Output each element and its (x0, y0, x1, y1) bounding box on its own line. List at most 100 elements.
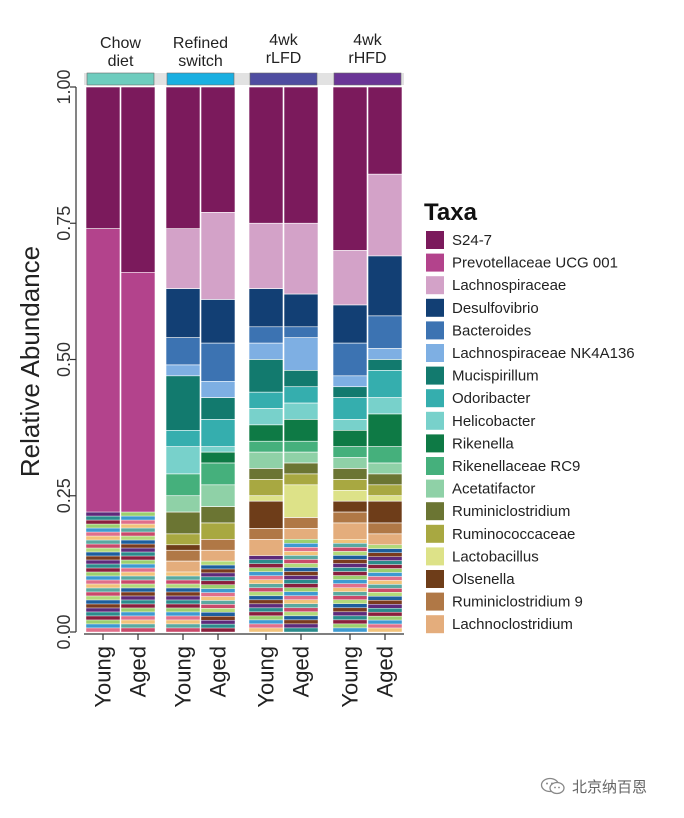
x-tick-label: Aged (373, 646, 398, 697)
legend-swatch (426, 502, 444, 521)
y-axis-title: Relative Abundance (15, 246, 45, 477)
x-tick-label: Young (171, 646, 196, 708)
segment-desulfovibrio (200, 299, 236, 344)
legend-item: Rikenellaceae RC9 (426, 457, 580, 475)
minor-taxon-segment (283, 543, 319, 548)
minor-taxon-segment (332, 583, 368, 588)
wechat-icon (540, 777, 565, 795)
segment-s24-7 (332, 86, 368, 251)
minor-taxon-segment (165, 611, 201, 617)
minor-taxon-segment (283, 579, 319, 584)
legend-item: Ruminococcaceae (426, 524, 575, 543)
legend-label: Prevotellaceae UCG 001 (452, 255, 618, 272)
segment-mucispirillum (283, 370, 319, 388)
minor-taxon-segment (283, 571, 319, 576)
y-tick-label: 0.50 (54, 342, 74, 377)
minor-taxon-segment (120, 511, 156, 517)
segment-rikenella (332, 430, 368, 448)
minor-taxon-segment (85, 559, 121, 565)
minor-taxon-segment (85, 607, 121, 613)
group-color-bar (166, 72, 235, 86)
minor-taxon-segment (367, 572, 403, 577)
legend-label: Lactobacillus (452, 548, 539, 565)
segment-desulfovibrio (248, 288, 284, 328)
segment-acetatifactor (367, 462, 403, 475)
segment-ruminococcaceae (165, 533, 201, 546)
minor-taxon-segment (367, 576, 403, 581)
minor-taxon-segment (165, 587, 201, 593)
segment-bacteroides (248, 326, 284, 344)
segment-rikenellaceae-rc9 (283, 440, 319, 453)
legend-label: Acetatifactor (452, 481, 535, 498)
segment-lachnospiraceae-nk4a136 (332, 375, 368, 388)
minor-taxa-stack (332, 539, 368, 633)
minor-taxon-segment (200, 576, 236, 582)
bar-aged-group-4 (367, 86, 403, 633)
minor-taxon-segment (367, 544, 403, 549)
segment-odoribacter (165, 430, 201, 448)
segment-helicobacter (283, 402, 319, 420)
legend-label: Helicobacter (452, 413, 535, 430)
segment-odoribacter (283, 386, 319, 404)
legend: Taxa S24-7 Prevotellaceae UCG 001 Lachnospi… (424, 199, 635, 634)
minor-taxon-segment (85, 611, 121, 617)
minor-taxon-segment (200, 604, 236, 609)
legend-item: Rikenella (426, 434, 514, 453)
minor-taxon-segment (120, 571, 156, 577)
legend-item: Ruminiclostridium (426, 502, 570, 521)
segment-helicobacter (248, 408, 284, 426)
minor-taxon-segment (367, 627, 403, 633)
minor-taxon-segment (85, 555, 121, 561)
segment-ruminococcaceae (248, 479, 284, 497)
minor-taxon-segment (283, 567, 319, 572)
minor-taxon-segment (200, 568, 236, 574)
segment-rikenella (200, 451, 236, 464)
minor-taxon-segment (283, 611, 319, 617)
minor-taxon-segment (120, 559, 156, 565)
legend-swatch (426, 592, 444, 611)
y-tick-label: 0.25 (54, 478, 74, 513)
minor-taxon-segment (367, 600, 403, 605)
minor-taxon-segment (332, 615, 368, 621)
minor-taxon-segment (283, 607, 319, 613)
minor-taxon-segment (165, 575, 201, 581)
x-tick-label: Aged (126, 646, 151, 697)
x-tick-label: Young (338, 646, 363, 708)
segment-ruminiclostridium-9 (332, 511, 368, 524)
segment-acetatifactor (200, 484, 236, 507)
minor-taxon-segment (367, 584, 403, 589)
segment-helicobacter (367, 397, 403, 415)
minor-taxon-segment (85, 599, 121, 605)
minor-taxon-segment (120, 547, 156, 553)
y-tick-label: 0.00 (54, 614, 74, 649)
minor-taxon-segment (332, 603, 368, 609)
segment-lactobacillus (332, 489, 368, 502)
legend-item: Ruminiclostridium 9 (426, 592, 583, 611)
minor-taxon-segment (332, 623, 368, 629)
legend-item: Bacteroides (426, 321, 531, 340)
minor-taxon-segment (248, 627, 284, 633)
segment-s24-7 (165, 86, 201, 229)
segment-lachnoclostridium (165, 560, 201, 573)
segment-ruminococcaceae (200, 522, 236, 540)
minor-taxon-segment (283, 559, 319, 564)
group-label: rHFD (348, 50, 386, 67)
segment-lactobacillus (283, 484, 319, 518)
minor-taxon-segment (332, 591, 368, 596)
segment-bacteroides (165, 337, 201, 366)
segment-lactobacillus (367, 495, 403, 502)
minor-taxon-segment (85, 567, 121, 573)
minor-taxon-segment (332, 575, 368, 580)
legend-swatch (426, 276, 444, 295)
minor-taxon-segment (248, 619, 284, 625)
minor-taxon-segment (165, 619, 201, 625)
minor-taxon-segment (120, 579, 156, 585)
legend-label: S24-7 (452, 232, 492, 249)
x-tick-label: Aged (289, 646, 314, 697)
minor-taxon-segment (367, 568, 403, 573)
segment-ruminiclostridium-9 (200, 539, 236, 551)
segment-rikenellaceae-rc9 (332, 446, 368, 458)
segment-lachnospiraceae-nk4a136 (200, 380, 236, 398)
minor-taxon-segment (120, 567, 156, 573)
